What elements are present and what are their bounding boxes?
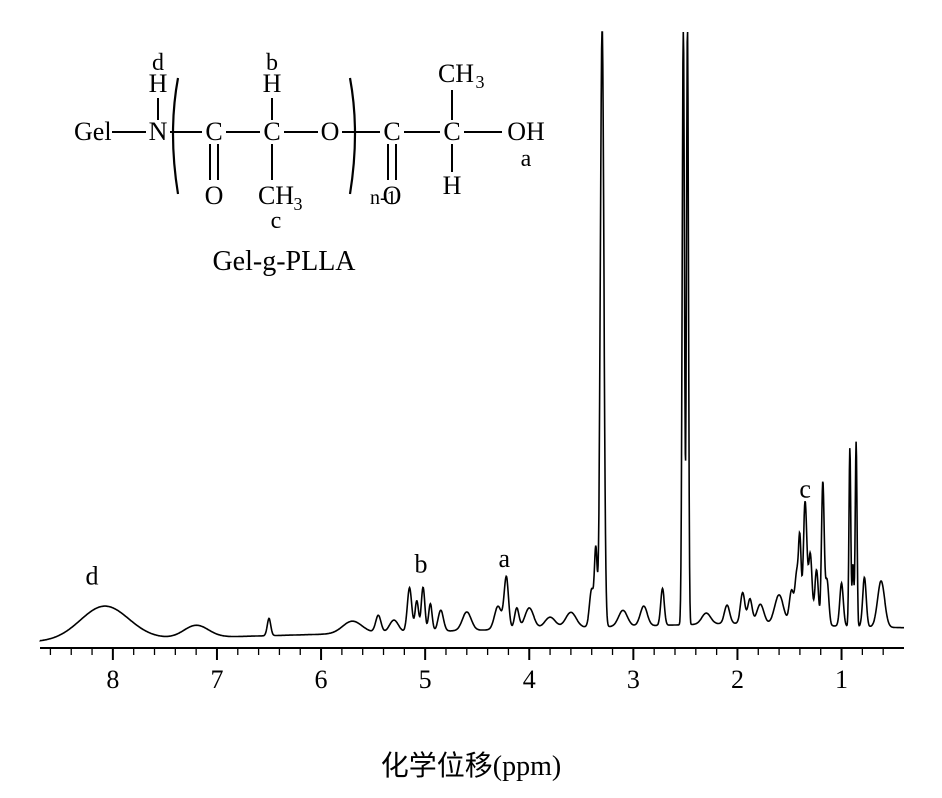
xtick-label: 5: [419, 665, 432, 694]
svg-text:CH: CH: [438, 59, 474, 88]
xtick-label: 7: [210, 665, 223, 694]
svg-text:OH: OH: [507, 117, 545, 146]
svg-text:3: 3: [294, 194, 303, 214]
xtick-label: 8: [106, 665, 119, 694]
svg-text:C: C: [383, 117, 400, 146]
svg-text:C: C: [263, 117, 280, 146]
xtick-label: 6: [315, 665, 328, 694]
xtick-label: 1: [835, 665, 848, 694]
svg-text:C: C: [205, 117, 222, 146]
xtick-label: 3: [627, 665, 640, 694]
svg-text:Gel: Gel: [74, 117, 112, 146]
svg-text:N: N: [149, 117, 168, 146]
peak-label: b: [414, 549, 427, 578]
svg-text:O: O: [321, 117, 340, 146]
svg-text:CH: CH: [258, 181, 294, 210]
xtick-label: 4: [523, 665, 536, 694]
formula-title: Gel-g-PLLA: [212, 246, 356, 277]
svg-text:b: b: [266, 50, 278, 76]
svg-text:O: O: [205, 181, 224, 210]
svg-text:c: c: [271, 208, 282, 234]
xtick-label: 2: [731, 665, 744, 694]
x-axis-label: 化学位移(ppm): [0, 744, 942, 784]
svg-text:H: H: [443, 171, 462, 200]
peak-label: a: [498, 544, 510, 573]
svg-text:C: C: [443, 117, 460, 146]
svg-text:d: d: [152, 50, 164, 76]
svg-text:a: a: [521, 146, 532, 172]
svg-text:3: 3: [476, 72, 485, 92]
chem-structure: GelNHdCOCHbCH3cOn-1COCHCH3OHaGel-g-PLLA: [54, 22, 584, 292]
peak-label: c: [799, 474, 811, 503]
peak-label: d: [86, 562, 99, 591]
svg-text:O: O: [383, 181, 402, 210]
